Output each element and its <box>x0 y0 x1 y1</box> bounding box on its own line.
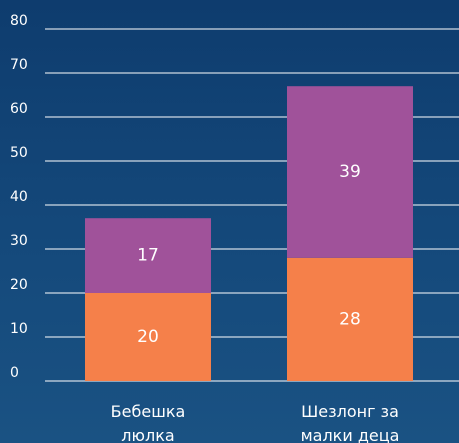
value-label: 20 <box>137 327 159 347</box>
y-tick-label: 50 <box>10 145 28 161</box>
value-label: 17 <box>137 246 159 266</box>
y-tick-label: 30 <box>10 233 28 249</box>
y-tick-label: 40 <box>10 189 28 205</box>
bar-segment <box>287 86 413 258</box>
bar-segment <box>85 293 211 381</box>
y-tick-label: 60 <box>10 101 28 117</box>
value-label: 28 <box>339 309 361 329</box>
x-tick-label: Шезлонг за малки деца <box>300 402 400 443</box>
bar-segment <box>287 257 413 381</box>
y-tick-label: 20 <box>10 277 28 293</box>
bar-segment <box>85 218 211 293</box>
y-tick-label: 70 <box>10 57 28 73</box>
x-tick-label: Бебешка люлка <box>110 402 186 443</box>
y-tick-label: 10 <box>10 321 28 337</box>
y-tick-label: 0 <box>10 365 19 381</box>
value-label: 39 <box>339 162 361 182</box>
y-tick-label: 80 <box>10 13 28 29</box>
